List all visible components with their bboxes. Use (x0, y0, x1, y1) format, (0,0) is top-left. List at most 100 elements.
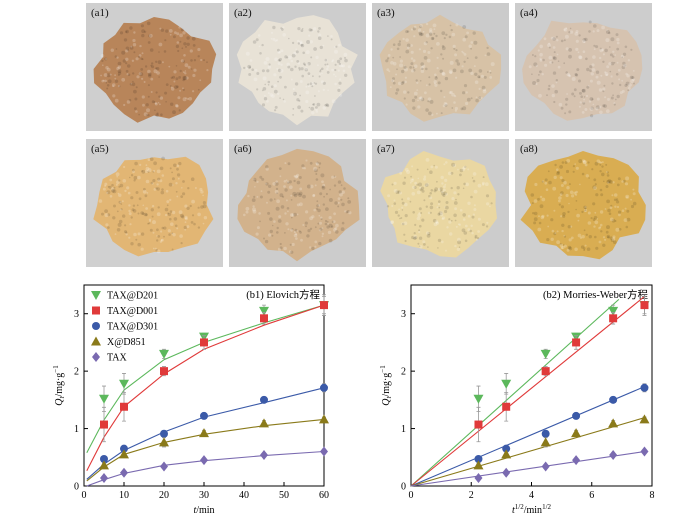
data-point (502, 444, 511, 453)
chart-title: (b1) Elovich方程 (246, 288, 320, 301)
fit-line (410, 298, 620, 487)
series-tax-d301 (410, 383, 649, 487)
particle-pile-image (372, 3, 509, 131)
series-x-d851 (86, 414, 329, 482)
legend-label: TAX@D301 (107, 322, 158, 333)
data-point (609, 449, 618, 460)
data-point (572, 338, 581, 347)
data-point (541, 461, 550, 472)
sample-photo: (a3) (372, 3, 509, 131)
x-tick-label: 4 (529, 490, 534, 501)
data-point (474, 472, 483, 483)
data-point (159, 437, 169, 447)
y-tick-label: 2 (401, 367, 406, 378)
data-point (99, 394, 109, 404)
fit-line (410, 386, 645, 487)
y-tick-label: 0 (401, 482, 406, 493)
data-point (320, 301, 328, 310)
sample-photo: (a7) (372, 139, 509, 267)
data-point (100, 455, 108, 464)
data-point (541, 367, 550, 376)
data-point (640, 301, 649, 310)
data-point (160, 367, 168, 376)
data-point (260, 395, 268, 404)
series-tax-d001 (410, 296, 649, 487)
particle-pile-image (86, 139, 223, 267)
legend: TAX@D201 TAX@D001 TAX@D301 X@D851 TAX (91, 291, 158, 364)
y-tick-label: 1 (74, 424, 79, 435)
series-tax-d201 (86, 294, 329, 454)
chart-title: (b2) Morries-Weber方程 (543, 288, 648, 301)
data-point (91, 291, 101, 300)
data-point (120, 402, 128, 411)
x-tick-label: 30 (199, 490, 209, 501)
particle-pile-image (515, 3, 652, 131)
data-point (473, 460, 484, 470)
data-point (99, 460, 109, 470)
x-tick-label: 2 (469, 490, 474, 501)
data-point (474, 455, 483, 464)
sample-photo: (a5) (86, 139, 223, 267)
data-point (609, 314, 618, 323)
data-point (571, 428, 582, 438)
data-point (319, 414, 329, 424)
x-tick-label: 60 (319, 490, 329, 501)
photo-label: (a8) (520, 143, 538, 155)
data-point (501, 449, 512, 459)
elovich-chart: 0 10 20 30 40 50 60 0 1 2 3 Qt/mg·g−1 t/min (b1) Elov… (52, 284, 329, 516)
series-tax (410, 446, 649, 487)
sample-photo: (a8) (515, 139, 652, 267)
y-tick-label: 3 (401, 309, 406, 320)
data-point (200, 338, 208, 347)
data-point (260, 314, 268, 323)
data-point (473, 394, 484, 404)
series-x-d851 (410, 414, 650, 487)
legend-label: X@D851 (107, 337, 146, 348)
data-point (501, 379, 512, 389)
y-tick-label: 2 (74, 367, 79, 378)
data-point (474, 420, 483, 429)
data-point (119, 379, 129, 389)
fit-line (410, 450, 645, 487)
y-axis-label: Qt/mg·g−1 (52, 365, 66, 406)
x-tick-label: 50 (279, 490, 289, 501)
data-point (91, 336, 101, 346)
data-point (92, 306, 100, 315)
data-point (199, 428, 209, 438)
data-point (502, 402, 511, 411)
fit-line (410, 417, 645, 487)
data-point (160, 429, 168, 438)
data-point (502, 467, 511, 478)
y-tick-label: 3 (74, 309, 79, 320)
sample-photo-grid: (a1) (a2) (a3) (a4) (a5) (a6) (a7) (a8) (86, 3, 652, 267)
photo-label: (a5) (91, 143, 109, 155)
sample-photo: (a1) (86, 3, 223, 131)
x-tick-label: 0 (82, 490, 87, 501)
data-point (259, 306, 269, 316)
data-point (200, 411, 208, 420)
data-point (572, 411, 581, 420)
data-point (640, 446, 649, 457)
photo-label: (a7) (377, 143, 395, 155)
data-point (320, 446, 328, 457)
x-axis-label: t/min (193, 505, 214, 516)
data-point (100, 420, 108, 429)
data-point (639, 414, 650, 424)
legend-label: TAX@D001 (107, 306, 158, 317)
photo-label: (a3) (377, 7, 395, 19)
series-tax (86, 446, 328, 487)
data-point (92, 322, 100, 330)
morries-weber-chart: 0 2 4 6 8 0 1 2 3 Qt/mg·g−1 t1/2/min1/2 (b2) Morrie… (379, 284, 655, 516)
sample-photo: (a2) (229, 3, 366, 131)
data-point (609, 395, 618, 404)
data-point (541, 429, 550, 438)
data-point (540, 349, 551, 359)
photo-label: (a2) (234, 7, 252, 19)
particle-pile-image (372, 139, 509, 267)
x-tick-label: 8 (650, 490, 655, 501)
photo-label: (a4) (520, 7, 538, 19)
sample-photo: (a6) (229, 139, 366, 267)
y-tick-label: 1 (401, 424, 406, 435)
y-axis-label: Qt/mg·g−1 (379, 365, 393, 406)
